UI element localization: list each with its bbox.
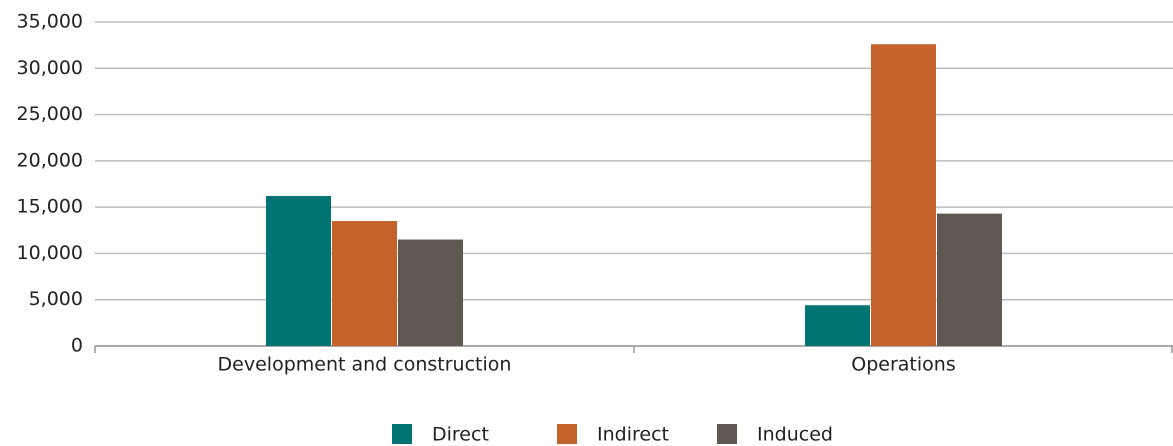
legend-label: Indirect	[597, 424, 669, 446]
y-tick-label: 20,000	[17, 149, 83, 171]
legend-swatch	[717, 424, 737, 444]
bar	[398, 239, 463, 346]
y-tick-label: 30,000	[17, 57, 83, 79]
bar	[332, 221, 397, 346]
y-tick-label: 15,000	[17, 196, 83, 218]
x-tick-label: Operations	[851, 354, 955, 376]
y-tick-label: 5,000	[29, 288, 83, 310]
bar	[805, 305, 870, 346]
legend-label: Induced	[757, 424, 833, 446]
legend-swatch	[392, 424, 412, 444]
bar	[266, 196, 331, 346]
bar	[871, 44, 936, 347]
x-tick-label: Development and construction	[218, 354, 512, 376]
y-tick-label: 10,000	[17, 242, 83, 264]
legend-label: Direct	[432, 424, 489, 446]
bar	[937, 213, 1002, 346]
y-tick-label: 35,000	[17, 11, 83, 33]
y-tick-label: 25,000	[17, 103, 83, 125]
y-tick-label: 0	[71, 335, 83, 357]
legend-swatch	[557, 424, 577, 444]
